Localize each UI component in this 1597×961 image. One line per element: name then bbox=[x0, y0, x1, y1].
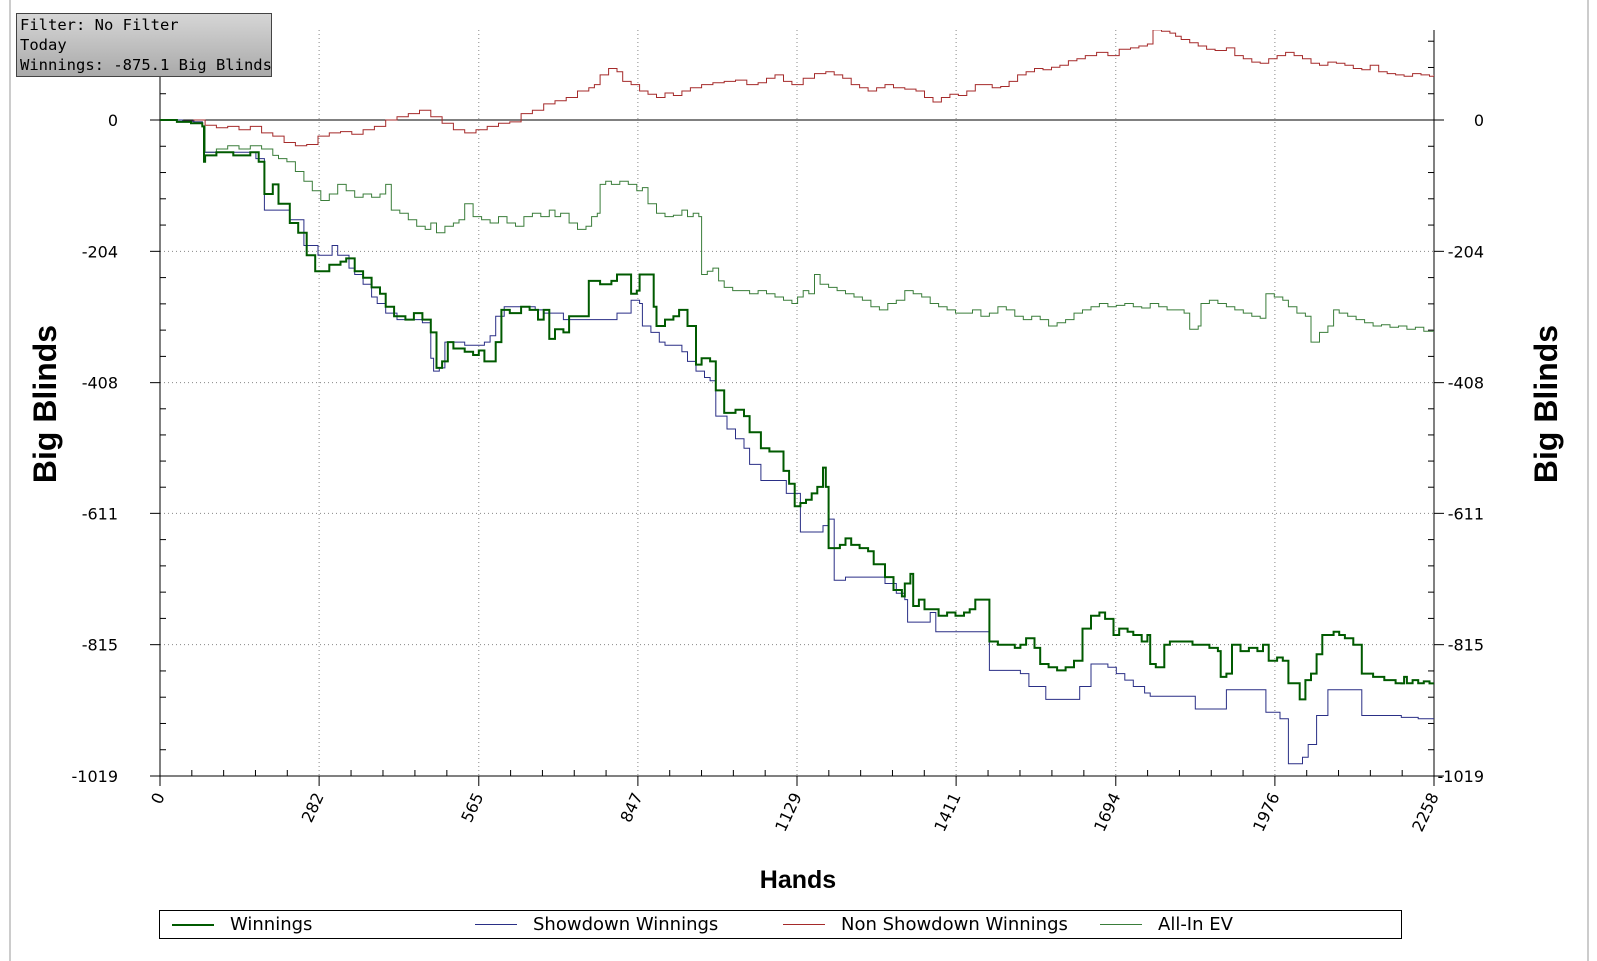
y-tick-label-right: -611 bbox=[1448, 504, 1484, 523]
legend-label-non-showdown-winnings: Non Showdown Winnings bbox=[841, 914, 1068, 935]
x-tick-label: 1694 bbox=[1090, 790, 1124, 835]
y-tick-label-right: -408 bbox=[1448, 374, 1484, 393]
winnings-label: Winnings: -875.1 Big Blinds bbox=[20, 56, 272, 74]
y-tick-label-left: 0 bbox=[108, 111, 118, 130]
legend-item-showdown-winnings: Showdown Winnings bbox=[475, 911, 718, 938]
tick-labels: 0 0 -204 -204 -408 -408 -611 -611 -815 -815 -1019 -… bbox=[72, 111, 1485, 835]
x-tick-label: 847 bbox=[616, 790, 646, 826]
date-label: Today bbox=[20, 36, 67, 54]
x-axis-title: Hands bbox=[760, 866, 836, 894]
x-tick-label: 565 bbox=[457, 790, 487, 826]
axis-ticks bbox=[150, 40, 1444, 786]
y-tick-label-left: -611 bbox=[82, 504, 118, 523]
legend-label-all-in-ev: All-In EV bbox=[1158, 914, 1233, 935]
y-axis-title-right: Big Blinds bbox=[1528, 325, 1564, 483]
y-tick-label-left: -408 bbox=[82, 374, 118, 393]
legend-item-non-showdown-winnings: Non Showdown Winnings bbox=[783, 911, 1068, 938]
legend-swatch-showdown-winnings bbox=[475, 924, 517, 925]
window-frame bbox=[9, 0, 1589, 961]
series-line-showdown-winnings bbox=[160, 119, 1434, 765]
legend-swatch-winnings bbox=[172, 923, 214, 926]
filter-label: Filter: No Filter bbox=[20, 16, 179, 34]
legend-swatch-non-showdown-winnings bbox=[783, 924, 825, 925]
gridlines bbox=[160, 30, 1434, 776]
legend-item-all-in-ev: All-In EV bbox=[1100, 911, 1233, 938]
x-tick-label: 1411 bbox=[930, 790, 964, 835]
series-line-non-showdown-winnings bbox=[160, 30, 1434, 147]
y-tick-label-right: -815 bbox=[1448, 636, 1484, 655]
y-tick-label-left: -204 bbox=[82, 242, 118, 261]
x-tick-label: 1129 bbox=[771, 790, 805, 835]
y-tick-label-right: 0 bbox=[1474, 111, 1484, 130]
legend-swatch-all-in-ev bbox=[1100, 924, 1142, 925]
x-tick-label: 1976 bbox=[1249, 790, 1283, 835]
legend: Winnings Showdown Winnings Non Showdown Wi… bbox=[159, 910, 1402, 939]
y-tick-label-right: -204 bbox=[1448, 242, 1484, 261]
legend-item-winnings: Winnings bbox=[172, 911, 312, 938]
series-line-winnings bbox=[160, 119, 1434, 701]
filter-info-box: Filter: No Filter Today Winnings: -875.1… bbox=[16, 13, 272, 77]
series-layer bbox=[160, 30, 1434, 765]
y-axis-title-left: Big Blinds bbox=[27, 325, 63, 483]
series-line-all-in-ev bbox=[160, 119, 1434, 343]
legend-label-showdown-winnings: Showdown Winnings bbox=[533, 914, 719, 935]
x-tick-label: 2258 bbox=[1408, 790, 1442, 835]
y-tick-label-left: -815 bbox=[82, 636, 118, 655]
legend-label-winnings: Winnings bbox=[230, 914, 313, 935]
y-tick-label-left: -1019 bbox=[72, 767, 119, 786]
y-tick-label-right: -1019 bbox=[1438, 767, 1485, 786]
x-tick-label: 0 bbox=[147, 790, 169, 807]
x-tick-label: 282 bbox=[298, 790, 328, 826]
